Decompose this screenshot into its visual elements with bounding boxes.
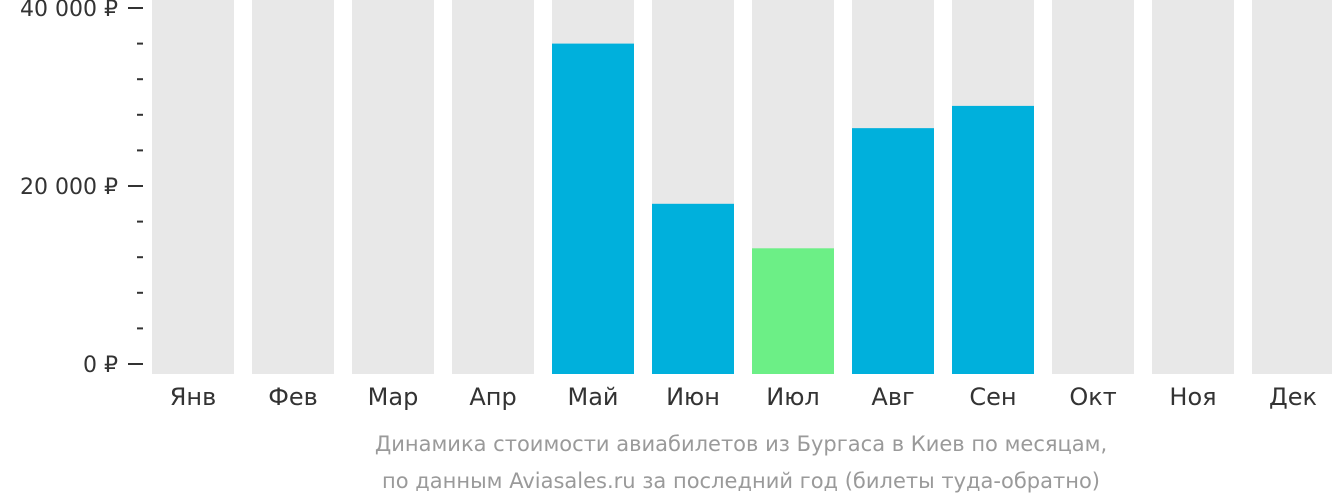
x-tick-label: Ноя (1169, 383, 1216, 411)
bar-5 (552, 43, 634, 374)
background-column-12 (1252, 0, 1332, 374)
x-tick-label: Мар (368, 383, 419, 411)
caption-line-1: Динамика стоимости авиабилетов из Бургас… (375, 432, 1107, 456)
y-axis: 0 ₽ 20 000 ₽ 40 000 ₽ (20, 0, 143, 378)
background-column-10 (1052, 0, 1134, 374)
bar-7 (752, 248, 834, 374)
x-tick-label: Авг (871, 383, 914, 411)
y-tick-label: 40 000 ₽ (20, 0, 118, 22)
x-tick-label: Сен (969, 383, 1016, 411)
y-tick-label: 20 000 ₽ (20, 175, 118, 200)
x-axis-labels: Янв Фев Мар Апр Май Июн Июл Авг Сен Окт Ноя Дек (170, 383, 1317, 411)
x-tick-label: Июн (666, 383, 720, 411)
x-tick-label: Янв (170, 383, 217, 411)
x-tick-label: Дек (1269, 383, 1317, 411)
background-column-2 (252, 0, 334, 374)
x-tick-label: Окт (1069, 383, 1116, 411)
background-column-1 (152, 0, 234, 374)
background-columns (152, 0, 1332, 374)
bar-6 (652, 203, 734, 374)
bar-9 (952, 105, 1034, 375)
background-column-3 (352, 0, 434, 374)
bar-8 (852, 128, 934, 374)
x-tick-label: Июл (766, 383, 820, 411)
y-tick-label: 0 ₽ (83, 353, 118, 378)
x-tick-label: Апр (469, 383, 516, 411)
bars (552, 43, 1034, 375)
background-column-11 (1152, 0, 1234, 374)
x-tick-label: Фев (268, 383, 318, 411)
caption-line-2: по данным Aviasales.ru за последний год … (382, 469, 1100, 493)
background-column-4 (452, 0, 534, 374)
x-tick-label: Май (567, 383, 618, 411)
